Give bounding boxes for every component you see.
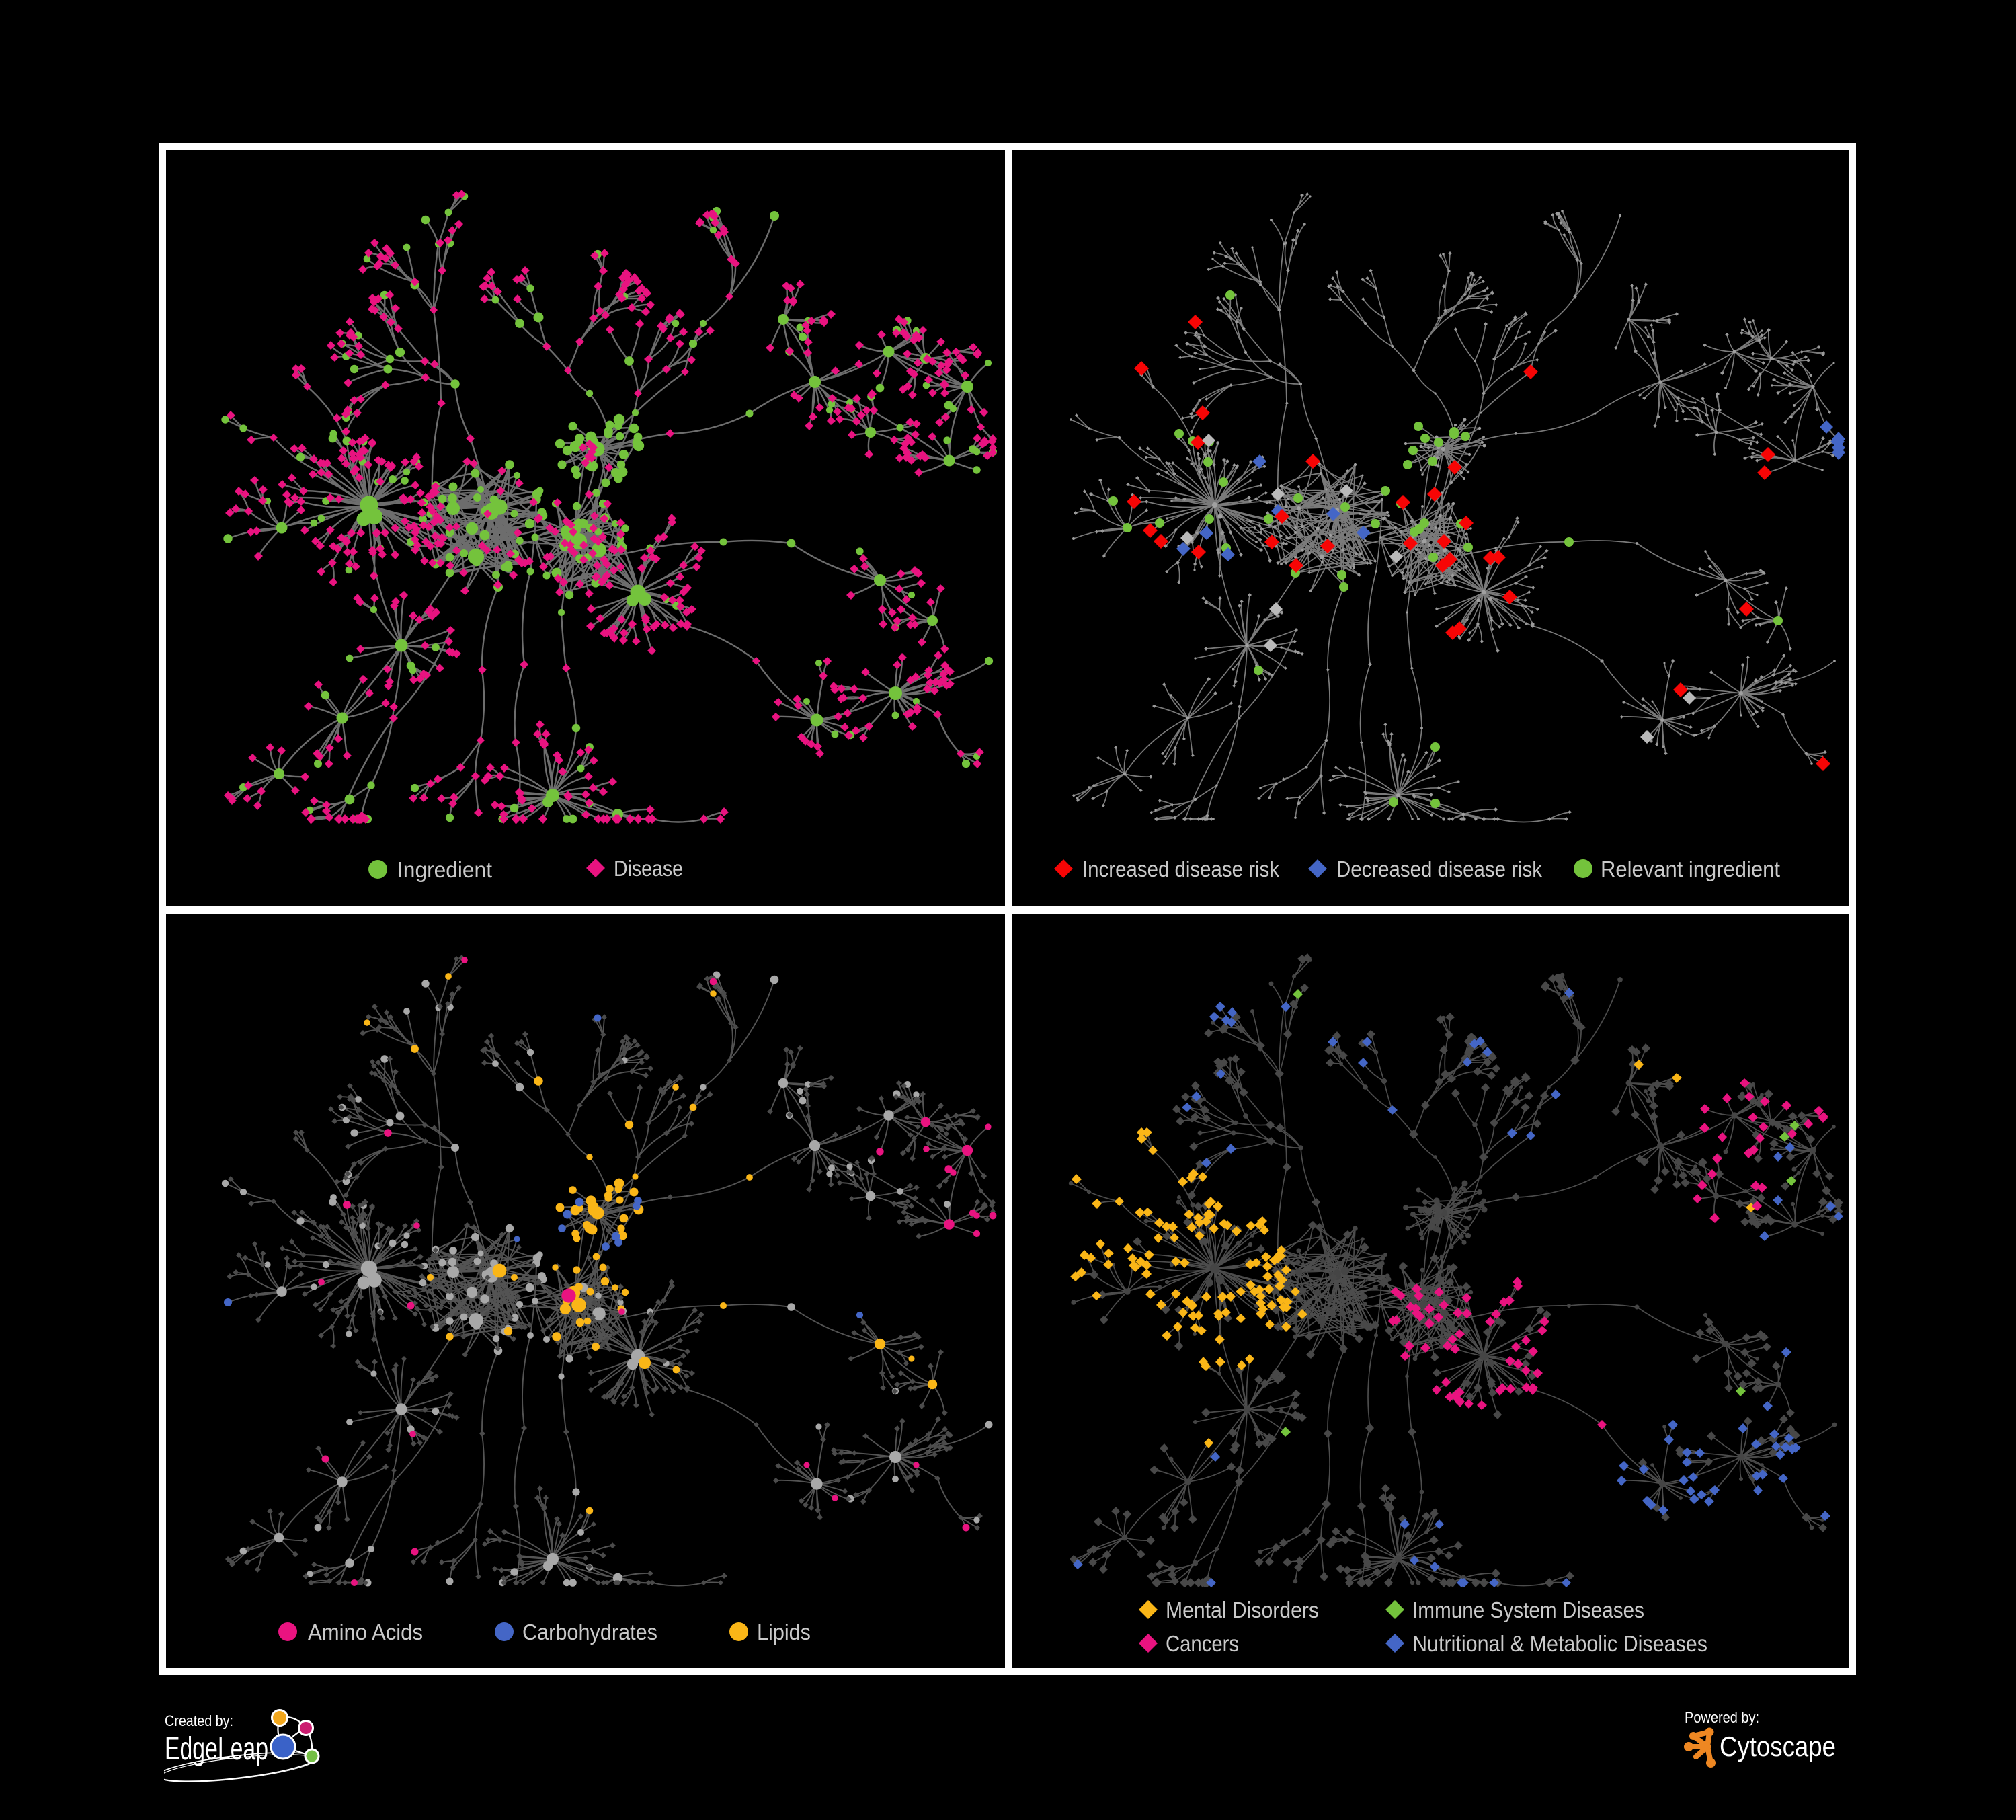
- svg-text:Decreased disease risk: Decreased disease risk: [1336, 857, 1542, 881]
- svg-text:Nutritional & Metabolic Diseas: Nutritional & Metabolic Diseases: [1412, 1631, 1707, 1656]
- svg-text:Relevant ingredient: Relevant ingredient: [1601, 857, 1780, 881]
- svg-text:Disease: Disease: [614, 856, 683, 881]
- svg-text:Lipids: Lipids: [757, 1620, 811, 1645]
- svg-text:Cancers: Cancers: [1166, 1631, 1239, 1656]
- svg-text:EdgeLeap: EdgeLeap: [165, 1731, 268, 1767]
- svg-text:Increased disease risk: Increased disease risk: [1082, 857, 1279, 881]
- svg-text:Created by:: Created by:: [165, 1712, 233, 1729]
- svg-text:Amino Acids: Amino Acids: [308, 1620, 423, 1645]
- svg-text:Ingredient: Ingredient: [397, 857, 492, 882]
- svg-text:Cytoscape: Cytoscape: [1720, 1731, 1836, 1762]
- svg-text:Mental Disorders: Mental Disorders: [1166, 1597, 1319, 1622]
- svg-text:Immune System Diseases: Immune System Diseases: [1412, 1597, 1644, 1622]
- svg-text:Powered by:: Powered by:: [1685, 1709, 1759, 1726]
- svg-text:Carbohydrates: Carbohydrates: [522, 1620, 657, 1645]
